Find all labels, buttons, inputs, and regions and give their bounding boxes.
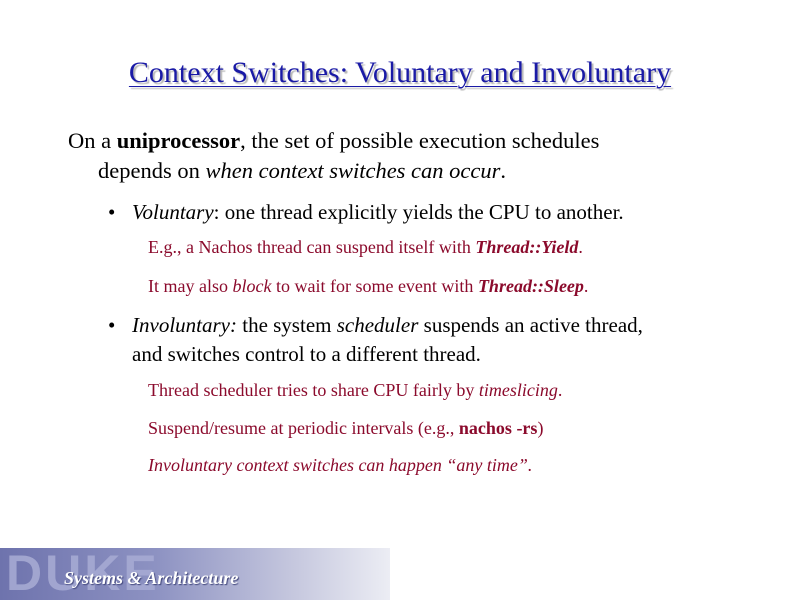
- bullet-italic: scheduler: [336, 313, 419, 337]
- intro-text: .: [500, 158, 507, 183]
- sub-italic: Involuntary context switches can happen …: [148, 455, 533, 475]
- sub-text: Suspend/resume at periodic intervals (e.…: [148, 418, 459, 438]
- bullet-rest: : one thread explicitly yields the CPU t…: [213, 200, 624, 224]
- sub-text: E.g., a Nachos thread can suspend itself…: [148, 237, 476, 257]
- sub-italic: block: [232, 276, 272, 296]
- sub-text: .: [583, 276, 589, 296]
- footer-subtitle: Systems & Architecture: [64, 568, 239, 588]
- bullet-rest: the system: [236, 313, 337, 337]
- sub-text: Thread scheduler tries to share CPU fair…: [148, 380, 479, 400]
- sub-italic: timeslicing: [478, 380, 558, 400]
- bullet-marker: •: [108, 200, 116, 224]
- bullet-italic: Involuntary:: [132, 313, 237, 337]
- duke-logo: DUKE: [6, 548, 160, 600]
- bullet-involuntary: • Involuntary: the system scheduler susp…: [108, 311, 758, 369]
- sub-text: ): [537, 418, 544, 438]
- bullet-text: Involuntary: the system scheduler suspen…: [108, 311, 758, 369]
- code-nachos-rs: nachos -rs: [458, 418, 538, 438]
- intro-text: , the set of possible execution schedule…: [240, 128, 600, 153]
- slide-title: Context Switches: Voluntary and Involunt…: [128, 56, 672, 89]
- sub-item-intervals: Suspend/resume at periodic intervals (e.…: [148, 417, 748, 439]
- intro-text: On a: [68, 128, 117, 153]
- intro-italic: when context switches can occur: [205, 158, 501, 183]
- bullet-voluntary: • Voluntary: one thread explicitly yield…: [108, 198, 758, 227]
- bullet-rest: and switches control to a different thre…: [132, 342, 481, 366]
- code-thread-sleep: Thread::Sleep: [477, 276, 584, 296]
- bullet-italic: Voluntary: [132, 200, 214, 224]
- footer-banner: DUKE Systems & Architecture: [0, 548, 390, 600]
- sub-text: .: [578, 237, 583, 257]
- sub-item-any-time: Involuntary context switches can happen …: [148, 454, 748, 476]
- code-thread-yield: Thread::Yield: [475, 237, 579, 257]
- sub-item-timeslicing: Thread scheduler tries to share CPU fair…: [148, 379, 748, 401]
- sub-text: .: [557, 380, 563, 400]
- sub-item-sleep: It may also block to wait for some event…: [148, 275, 748, 297]
- sub-text: to wait for some event with: [271, 276, 478, 296]
- bullet-marker: •: [108, 313, 116, 337]
- intro-line-1: On a uniprocessor, the set of possible e…: [68, 126, 768, 156]
- sub-item-yield: E.g., a Nachos thread can suspend itself…: [148, 236, 748, 258]
- intro-line-2: depends on when context switches can occ…: [68, 156, 768, 186]
- intro-bold: uniprocessor: [116, 128, 241, 153]
- sub-text: It may also: [148, 276, 233, 296]
- bullet-text: Voluntary: one thread explicitly yields …: [108, 198, 758, 227]
- intro-paragraph: On a uniprocessor, the set of possible e…: [68, 126, 768, 186]
- bullet-rest: suspends an active thread,: [418, 313, 643, 337]
- intro-text: depends on: [98, 158, 206, 183]
